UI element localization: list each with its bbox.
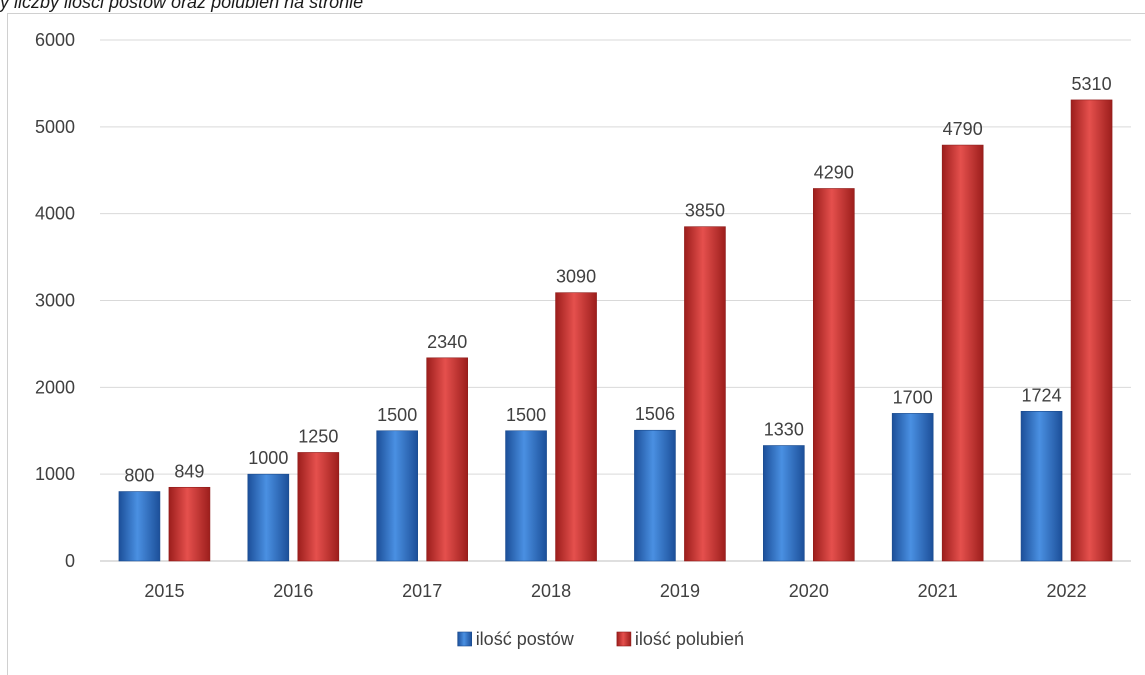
bar-posts-2017 — [376, 430, 418, 562]
bar-posts-2016 — [247, 473, 290, 562]
bar-likes-2020 — [813, 188, 855, 562]
bar-posts-2018 — [505, 430, 547, 562]
data-label: 1506 — [635, 404, 675, 424]
x-tick-label: 2018 — [531, 581, 571, 601]
data-label: 5310 — [1072, 74, 1112, 94]
data-label: 800 — [124, 466, 154, 486]
y-tick-label: 5000 — [35, 117, 75, 137]
bar-posts-2020 — [763, 445, 805, 562]
chart-frame-top-border — [7, 13, 1145, 14]
y-tick-label: 3000 — [35, 291, 75, 311]
data-label: 4790 — [943, 119, 983, 139]
data-label: 1250 — [298, 426, 338, 446]
x-tick-label: 2015 — [144, 581, 184, 601]
y-axis-tick-labels: 0 1000 2000 3000 4000 5000 6000 — [35, 30, 75, 571]
bar-likes-2016 — [297, 452, 340, 562]
x-tick-label: 2016 — [273, 581, 313, 601]
chart-frame-left-border — [7, 13, 8, 675]
y-tick-label: 2000 — [35, 377, 75, 397]
x-tick-label: 2017 — [402, 581, 442, 601]
data-label: 1000 — [248, 448, 288, 468]
data-label: 1500 — [377, 405, 417, 425]
bar-posts-2022 — [1020, 410, 1063, 562]
data-label: 849 — [174, 461, 204, 481]
data-labels: 800 849 1000 1250 1500 2340 1500 3090 1506 3850 13… — [124, 74, 1111, 486]
bar-likes-2022 — [1070, 99, 1113, 562]
bar-likes-2017 — [426, 357, 468, 562]
data-label: 2340 — [427, 332, 467, 352]
legend-label-posts: ilość postów — [476, 629, 575, 649]
data-label: 4290 — [814, 162, 854, 182]
bars — [118, 99, 1113, 562]
bar-posts-2015 — [118, 491, 161, 562]
x-tick-label: 2022 — [1047, 581, 1087, 601]
legend-swatch-posts — [457, 631, 473, 647]
legend-label-likes: ilość polubień — [635, 629, 744, 649]
bar-likes-2021 — [941, 144, 984, 562]
y-tick-label: 6000 — [35, 30, 75, 50]
x-tick-label: 2021 — [918, 581, 958, 601]
data-label: 1700 — [893, 387, 933, 407]
bar-posts-2019 — [634, 429, 676, 562]
x-tick-label: 2019 — [660, 581, 700, 601]
bar-posts-2021 — [891, 413, 934, 562]
y-tick-label: 1000 — [35, 464, 75, 484]
bar-likes-2015 — [168, 486, 211, 562]
x-tick-label: 2020 — [789, 581, 829, 601]
data-label: 1500 — [506, 405, 546, 425]
bar-likes-2018 — [555, 292, 597, 562]
data-label: 3090 — [556, 267, 596, 287]
data-label: 1330 — [764, 420, 804, 440]
y-tick-label: 0 — [65, 551, 75, 571]
bar-likes-2019 — [684, 226, 726, 562]
x-axis-tick-labels: 2015 2016 2017 2018 2019 2020 2021 2022 — [144, 581, 1086, 601]
legend-swatch-likes — [616, 631, 632, 647]
y-tick-label: 4000 — [35, 204, 75, 224]
data-label: 3850 — [685, 201, 725, 221]
legend: ilość postów ilość polubień — [457, 629, 744, 649]
data-label: 1724 — [1022, 385, 1062, 405]
chart-caption: y liczby ilości postów oraz polubień na … — [0, 0, 364, 12]
